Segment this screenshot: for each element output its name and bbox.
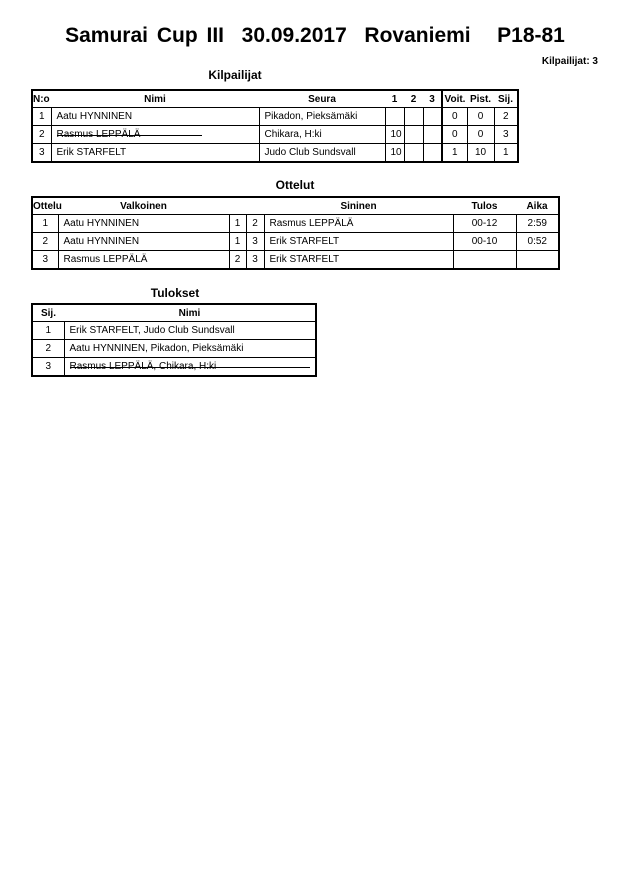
column-header: Sij. — [494, 90, 518, 108]
result-name: Rasmus LEPPÄLÄ, Chikara, H:ki — [63, 357, 317, 377]
score-s2 — [403, 125, 424, 144]
score-s1: 10 — [384, 143, 405, 163]
competitor-club: Chikara, H:ki — [258, 125, 386, 144]
column-header: N:o — [32, 90, 51, 108]
table-row: 2 Rasmus LEPPÄLÄ Chikara, H:ki 10 0 0 3 — [31, 125, 519, 144]
competitors-table: N:o Nimi Seura 1 2 3 Voit. Pist. Sij. 1 Aatu HYNNI… — [31, 89, 519, 163]
white-competitor: Rasmus LEPPÄLÄ — [57, 250, 230, 270]
score-s3 — [422, 125, 443, 144]
match-time — [515, 250, 560, 270]
competitor-name: Aatu HYNNINEN — [50, 107, 260, 126]
row-number: 3 — [31, 143, 52, 163]
table-row: 2 Aatu HYNNINEN, Pikadon, Pieksämäki — [31, 339, 317, 358]
match-time: 0:52 — [515, 232, 560, 251]
result-name: Erik STARFELT, Judo Club Sundsvall — [63, 321, 317, 340]
result-place: 3 — [31, 357, 65, 377]
column-header: Sininen — [264, 197, 453, 215]
white-number: 2 — [228, 250, 247, 270]
result-name: Aatu HYNNINEN, Pikadon, Pieksämäki — [63, 339, 317, 358]
blue-competitor: Rasmus LEPPÄLÄ — [263, 214, 454, 233]
table-row: 2 Aatu HYNNINEN 1 3 Erik STARFELT 00-10 0:52 — [31, 232, 560, 251]
competitor-club: Pikadon, Pieksämäki — [258, 107, 386, 126]
score-s1 — [384, 107, 405, 126]
place: 1 — [493, 143, 519, 163]
score-s2 — [403, 107, 424, 126]
place: 2 — [493, 107, 519, 126]
match-result: 00-12 — [452, 214, 517, 233]
result-place: 1 — [31, 321, 65, 340]
blue-number: 3 — [245, 250, 265, 270]
match-number: 2 — [31, 232, 59, 251]
column-header: Valkoinen — [58, 197, 229, 215]
blue-number: 2 — [245, 214, 265, 233]
match-time: 2:59 — [515, 214, 560, 233]
place: 3 — [493, 125, 519, 144]
struck-text: Rasmus LEPPÄLÄ, Chikara, H:ki — [69, 361, 310, 372]
table-row: 3 Erik STARFELT Judo Club Sundsvall 10 1 10 1 — [31, 143, 519, 163]
score-s1: 10 — [384, 125, 405, 144]
table-row: 1 Aatu HYNNINEN Pikadon, Pieksämäki 0 0 2 — [31, 107, 519, 126]
wins: 0 — [441, 107, 468, 126]
points: 0 — [466, 125, 495, 144]
white-number: 1 — [228, 214, 247, 233]
points: 0 — [466, 107, 495, 126]
column-header: Nimi — [64, 304, 316, 322]
row-number: 2 — [31, 125, 52, 144]
blue-competitor: Erik STARFELT — [263, 232, 454, 251]
result-place: 2 — [31, 339, 65, 358]
column-header-empty — [229, 197, 264, 215]
column-header: Aika — [516, 197, 559, 215]
column-header: 3 — [423, 90, 442, 108]
white-number: 1 — [228, 232, 247, 251]
wins: 0 — [441, 125, 468, 144]
score-s2 — [403, 143, 424, 163]
points: 10 — [466, 143, 495, 163]
white-competitor: Aatu HYNNINEN — [57, 214, 230, 233]
column-header: Seura — [259, 90, 385, 108]
competitors-caption: Kilpailijat — [208, 68, 262, 82]
column-header: 2 — [404, 90, 423, 108]
competitor-name: Erik STARFELT — [50, 143, 260, 163]
match-result: 00-10 — [452, 232, 517, 251]
white-competitor: Aatu HYNNINEN — [57, 232, 230, 251]
matches-table: Ottelu Valkoinen Sininen Tulos Aika 1 Aatu HYN… — [31, 196, 560, 270]
table-row: 1 Erik STARFELT, Judo Club Sundsvall — [31, 321, 317, 340]
table-row: 3 Rasmus LEPPÄLÄ 2 3 Erik STARFELT — [31, 250, 560, 270]
matches-caption: Ottelut — [275, 178, 315, 192]
row-number: 1 — [31, 107, 52, 126]
score-s3 — [422, 107, 443, 126]
competitor-club: Judo Club Sundsvall — [258, 143, 386, 163]
table-row: 1 Aatu HYNNINEN 1 2 Rasmus LEPPÄLÄ 00-12 2:59 — [31, 214, 560, 233]
score-s3 — [422, 143, 443, 163]
wins: 1 — [441, 143, 468, 163]
blue-competitor: Erik STARFELT — [263, 250, 454, 270]
match-number: 1 — [31, 214, 59, 233]
results-caption: Tulokset — [150, 286, 200, 300]
column-header: Tulos — [453, 197, 516, 215]
column-header: 1 — [385, 90, 404, 108]
column-header: Voit. — [441, 90, 467, 108]
blue-number: 3 — [245, 232, 265, 251]
column-header: Pist. — [467, 90, 494, 108]
struck-text: Rasmus LEPPÄLÄ — [56, 129, 202, 140]
results-table: Sij. Nimi 1 Erik STARFELT, Judo Club Sundsv… — [31, 303, 317, 377]
table-row: 3 Rasmus LEPPÄLÄ, Chikara, H:ki — [31, 357, 317, 377]
competitor-count: Kilpailijat: 3 — [541, 56, 598, 67]
page-title: Samurai Cup III 30.09.2017 Rovaniemi P18… — [65, 24, 565, 47]
column-header: Ottelu — [32, 197, 62, 215]
match-number: 3 — [31, 250, 59, 270]
column-header: Nimi — [51, 90, 259, 108]
column-header: Sij. — [32, 304, 64, 322]
competitor-name: Rasmus LEPPÄLÄ — [50, 125, 260, 144]
match-result — [452, 250, 517, 270]
